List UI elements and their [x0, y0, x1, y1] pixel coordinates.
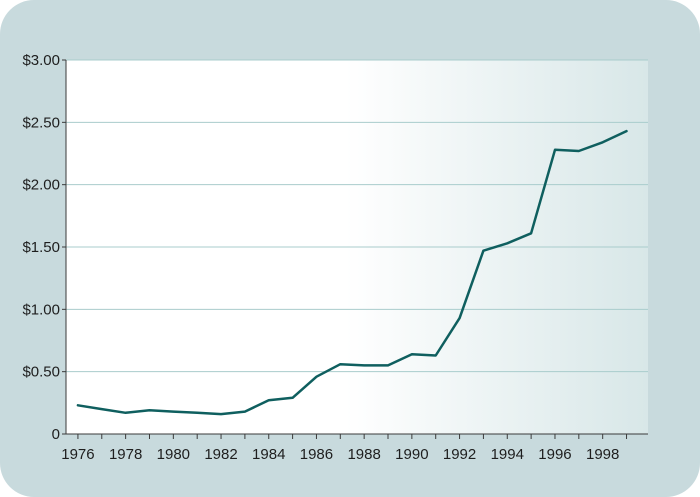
- x-tick-label: 1980: [157, 446, 190, 463]
- y-tick-label: $3.00: [22, 52, 60, 69]
- x-tick-label: 1976: [61, 446, 94, 463]
- x-tick-label: 1984: [252, 446, 285, 463]
- x-tick-label: 1990: [395, 446, 428, 463]
- y-axis-ticks: 0 $0.50 $1.00 $1.50 $2.00 $2.50 $3.00: [22, 52, 66, 443]
- y-tick-label: 0: [52, 426, 60, 443]
- y-tick-label: $2.50: [22, 114, 60, 131]
- y-tick-label: $1.00: [22, 301, 60, 318]
- x-tick-label: 1996: [538, 446, 571, 463]
- x-tick-label: 1978: [109, 446, 142, 463]
- x-axis-ticks: 1976 1978 1980 1982 1984 1986 1988 1990 1992 1994…: [61, 434, 628, 463]
- series-layer: [76, 129, 628, 416]
- y-tick-label: $1.50: [22, 239, 60, 256]
- gridlines: [66, 59, 648, 373]
- y-tick-label: $0.50: [22, 364, 60, 381]
- x-tick-label: 1986: [300, 446, 333, 463]
- x-tick-label: 1988: [347, 446, 380, 463]
- x-tick-label: 1982: [204, 446, 237, 463]
- x-tick-label: 1992: [443, 446, 476, 463]
- series-line: [76, 129, 628, 416]
- x-tick-label: 1998: [586, 446, 619, 463]
- x-tick-label: 1994: [491, 446, 524, 463]
- y-tick-label: $2.00: [22, 177, 60, 194]
